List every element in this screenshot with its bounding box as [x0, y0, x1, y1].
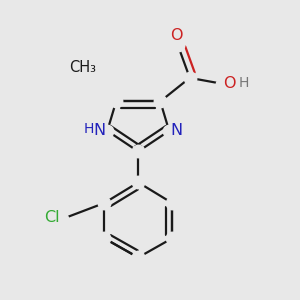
- Text: Cl: Cl: [45, 210, 60, 225]
- Text: N: N: [94, 123, 106, 138]
- Text: H: H: [238, 76, 249, 90]
- Text: N: N: [171, 123, 183, 138]
- Text: CH₃: CH₃: [69, 60, 96, 75]
- Text: O: O: [170, 28, 183, 43]
- Text: O: O: [224, 76, 236, 91]
- Text: H: H: [84, 122, 94, 136]
